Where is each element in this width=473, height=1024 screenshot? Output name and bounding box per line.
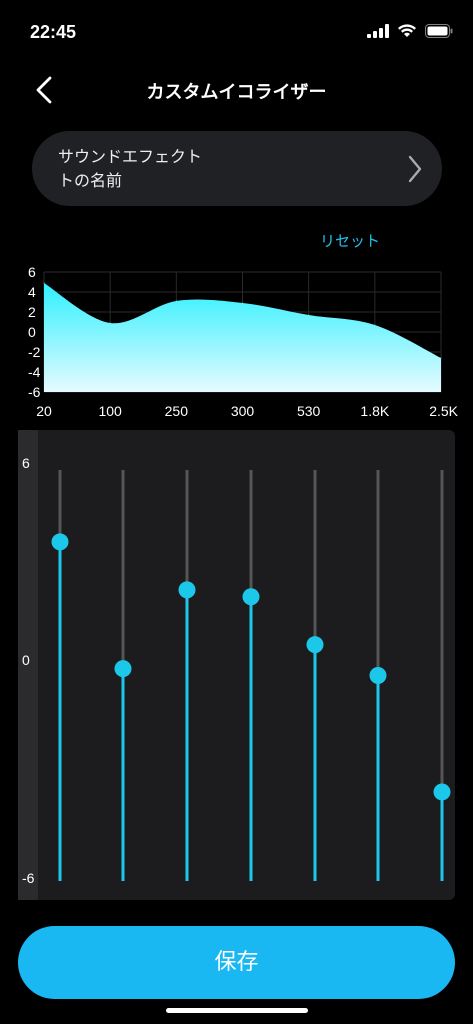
eq-band-slider[interactable]	[369, 470, 387, 881]
eq-band-slider[interactable]	[51, 470, 69, 881]
chevron-right-icon	[408, 155, 422, 183]
curve-point-1.8K	[374, 324, 376, 326]
x-tick-label: 100	[98, 403, 122, 419]
curve-point-250	[175, 300, 177, 302]
slider-knob[interactable]	[178, 581, 196, 599]
eq-band-slider[interactable]	[114, 470, 132, 881]
y-tick-label: 4	[28, 284, 36, 300]
x-tick-label: 530	[297, 403, 321, 419]
slider-knob[interactable]	[369, 667, 387, 684]
reset-button[interactable]: リセット	[320, 232, 381, 250]
x-tick-label: 250	[165, 403, 189, 419]
eq-sliders: 6 0 -6	[18, 430, 451, 900]
eq-panel	[18, 430, 455, 900]
y-tick-label: -4	[28, 364, 41, 380]
y-tick-label: 2	[28, 304, 36, 320]
slider-knob[interactable]	[114, 660, 132, 678]
slider-knob[interactable]	[242, 588, 260, 606]
status-icons	[367, 24, 453, 38]
slider-knob[interactable]	[306, 636, 324, 654]
eq-band-slider[interactable]	[178, 470, 196, 881]
y-tick-label: 0	[28, 324, 36, 340]
eq-band-slider[interactable]	[242, 470, 260, 881]
slider-label-max: 6	[22, 455, 30, 471]
y-tick-label: 6	[28, 264, 36, 280]
slider-knob[interactable]	[51, 533, 69, 551]
x-tick-label: 1.8K	[360, 403, 389, 419]
curve-point-530	[308, 314, 310, 316]
slider-label-min: -6	[22, 870, 35, 886]
cellular-signal-icon	[367, 24, 389, 38]
x-tick-label: 300	[231, 403, 255, 419]
home-indicator	[166, 1008, 308, 1013]
save-button[interactable]: 保存	[18, 926, 455, 999]
curve-point-20	[43, 282, 45, 284]
y-tick-label: -2	[28, 344, 41, 360]
eq-curve-area	[44, 283, 441, 392]
slider-knob[interactable]	[433, 783, 451, 801]
back-button[interactable]	[26, 70, 66, 110]
x-tick-label: 20	[36, 403, 52, 419]
status-time: 22:45	[30, 22, 77, 42]
nav-bar: カスタムイコライザー	[0, 62, 473, 118]
chevron-left-icon	[36, 76, 52, 104]
page-title: カスタムイコライザー	[146, 82, 327, 103]
slider-label-zero: 0	[22, 652, 30, 668]
slider-axis-strip	[18, 430, 38, 900]
sound-effect-name: サウンドエフェクト トの名前	[58, 147, 203, 190]
status-bar: 22:45	[0, 0, 473, 60]
curve-point-100	[109, 322, 111, 324]
wifi-icon	[398, 24, 416, 37]
battery-icon	[425, 24, 453, 38]
eq-band-slider[interactable]	[306, 470, 324, 881]
sound-effect-name-row[interactable]: サウンドエフェクト トの名前	[32, 131, 442, 206]
y-tick-label: -6	[28, 384, 41, 400]
x-tick-label: 2.5K	[429, 403, 458, 419]
curve-point-300	[242, 302, 243, 304]
curve-point-2.5K	[440, 357, 442, 359]
eq-band-slider[interactable]	[433, 470, 451, 881]
